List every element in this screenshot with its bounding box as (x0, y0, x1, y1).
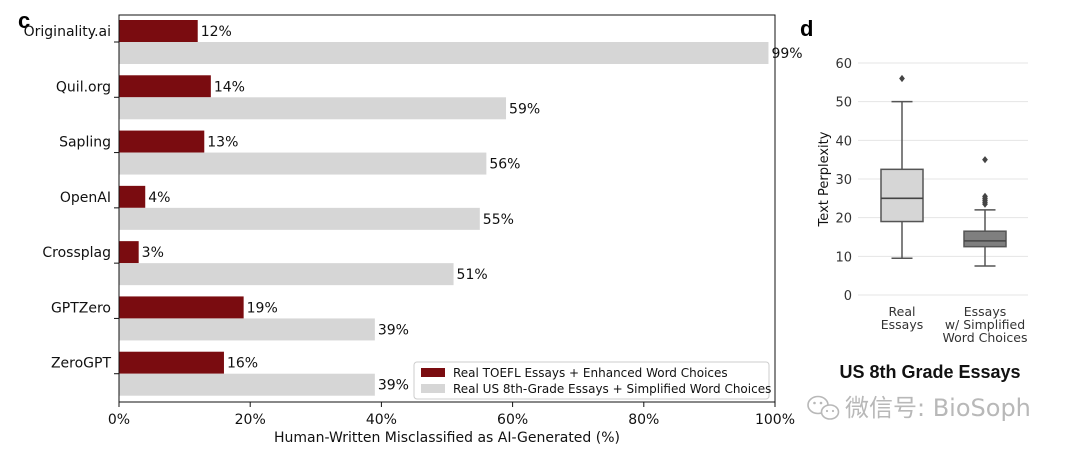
y-tick-label-50: 50 (835, 96, 852, 111)
box-category-label-2-line-2: w/ Simplified (945, 317, 1025, 332)
legend-swatch-toefl (421, 368, 445, 377)
legend-box (413, 361, 770, 400)
watermark-text: 微信号: BioSoph (845, 394, 1031, 422)
panel-c-x-axis-title: Human-Written Misclassified as AI-Genera… (274, 430, 620, 446)
y-tick-label-60: 60 (835, 57, 852, 72)
outlier-1-1 (899, 74, 905, 83)
value-label-openai-series-1: 4% (148, 190, 170, 206)
panel-d-y-axis-title: Text Perplexity (817, 131, 832, 227)
x-tick-label-60: 60% (497, 412, 528, 428)
panel-letter-c: c (18, 8, 30, 33)
bar-quil-org-series-2 (119, 97, 507, 120)
value-label-quil-org-series-2: 59% (509, 101, 540, 117)
y-tick-label-30: 30 (835, 173, 852, 188)
category-label-quil-org: Quil.org (56, 79, 111, 95)
value-label-quil-org-series-1: 14% (214, 79, 245, 95)
x-tick-label-40: 40% (366, 412, 397, 428)
category-label-gptzero: GPTZero (51, 300, 111, 316)
bar-sapling-series-1 (119, 130, 205, 153)
bar-originality-ai-series-2 (119, 42, 769, 64)
x-tick-label-80: 80% (628, 412, 659, 428)
value-label-openai-series-2: 55% (483, 212, 514, 228)
box-1 (880, 74, 924, 260)
bar-zerogpt-series-1 (119, 351, 224, 374)
legend-label-us8th: Real US 8th-Grade Essays + Simplified Wo… (453, 382, 771, 396)
category-label-zerogpt: ZeroGPT (51, 356, 112, 372)
outlier-2-5 (982, 192, 988, 200)
y-tick-label-40: 40 (835, 134, 852, 149)
bar-crossplag-series-1 (119, 241, 139, 264)
box-category-label-1-line-2: Essays (881, 317, 924, 332)
box-2 (963, 156, 1007, 267)
value-label-zerogpt-series-2: 39% (378, 378, 409, 394)
panel-letter-d: d (800, 16, 813, 41)
y-tick-label-0: 0 (844, 289, 852, 304)
box-category-label-1-line-1: Real (889, 304, 916, 319)
box-body-2 (963, 230, 1007, 248)
bar-openai-series-1 (119, 185, 146, 208)
panel-d-title: US 8th Grade Essays (839, 362, 1020, 382)
panel-c-axes-frame (118, 14, 776, 403)
panel-c-bar-chart: Originality.ai Quil.org Sapling OpenAI Cross… (24, 14, 803, 446)
x-tick-label-100: 100% (755, 412, 795, 428)
category-label-openai: OpenAI (60, 190, 111, 206)
bar-sapling-series-2 (119, 152, 487, 175)
legend-swatch-us8th (421, 384, 445, 393)
bar-zerogpt-series-2 (119, 373, 375, 396)
bar-gptzero-series-2 (119, 318, 375, 341)
watermark: 微信号: BioSoph (807, 394, 1031, 422)
outlier-2-6 (982, 156, 988, 164)
category-label-originality-ai: Originality.ai (24, 24, 111, 40)
value-label-zerogpt-series-1: 16% (227, 356, 258, 372)
bar-gptzero-series-1 (119, 296, 244, 319)
x-tick-label-20: 20% (235, 412, 266, 428)
box-body-1 (880, 168, 924, 223)
y-tick-label-20: 20 (835, 212, 852, 227)
value-label-originality-ai-series-1: 12% (201, 24, 232, 40)
value-label-sapling-series-2: 56% (489, 157, 520, 173)
bar-quil-org-series-1 (119, 75, 211, 98)
box-category-label-2-line-3: Word Choices (943, 330, 1028, 345)
value-label-originality-ai-series-2: 99% (771, 46, 802, 62)
wechat-icon (807, 395, 840, 420)
category-label-sapling: Sapling (59, 135, 111, 151)
legend-label-toefl: Real TOEFL Essays + Enhanced Word Choice… (453, 366, 728, 380)
value-label-gptzero-series-1: 19% (247, 300, 278, 316)
value-label-crossplag-series-1: 3% (142, 245, 164, 261)
y-tick-label-10: 10 (835, 250, 852, 265)
x-tick-label-0: 0% (108, 412, 130, 428)
value-label-sapling-series-1: 13% (207, 135, 238, 151)
value-label-crossplag-series-2: 51% (457, 267, 488, 283)
value-label-gptzero-series-2: 39% (378, 322, 409, 338)
bar-openai-series-2 (119, 207, 480, 230)
bar-originality-ai-series-1 (119, 20, 198, 42)
category-label-crossplag: Crossplag (42, 245, 111, 261)
bar-crossplag-series-2 (119, 263, 454, 286)
box-category-label-2-line-1: Essays (964, 304, 1007, 319)
panel-c-legend: Real TOEFL Essays + Enhanced Word Choice… (413, 361, 771, 400)
